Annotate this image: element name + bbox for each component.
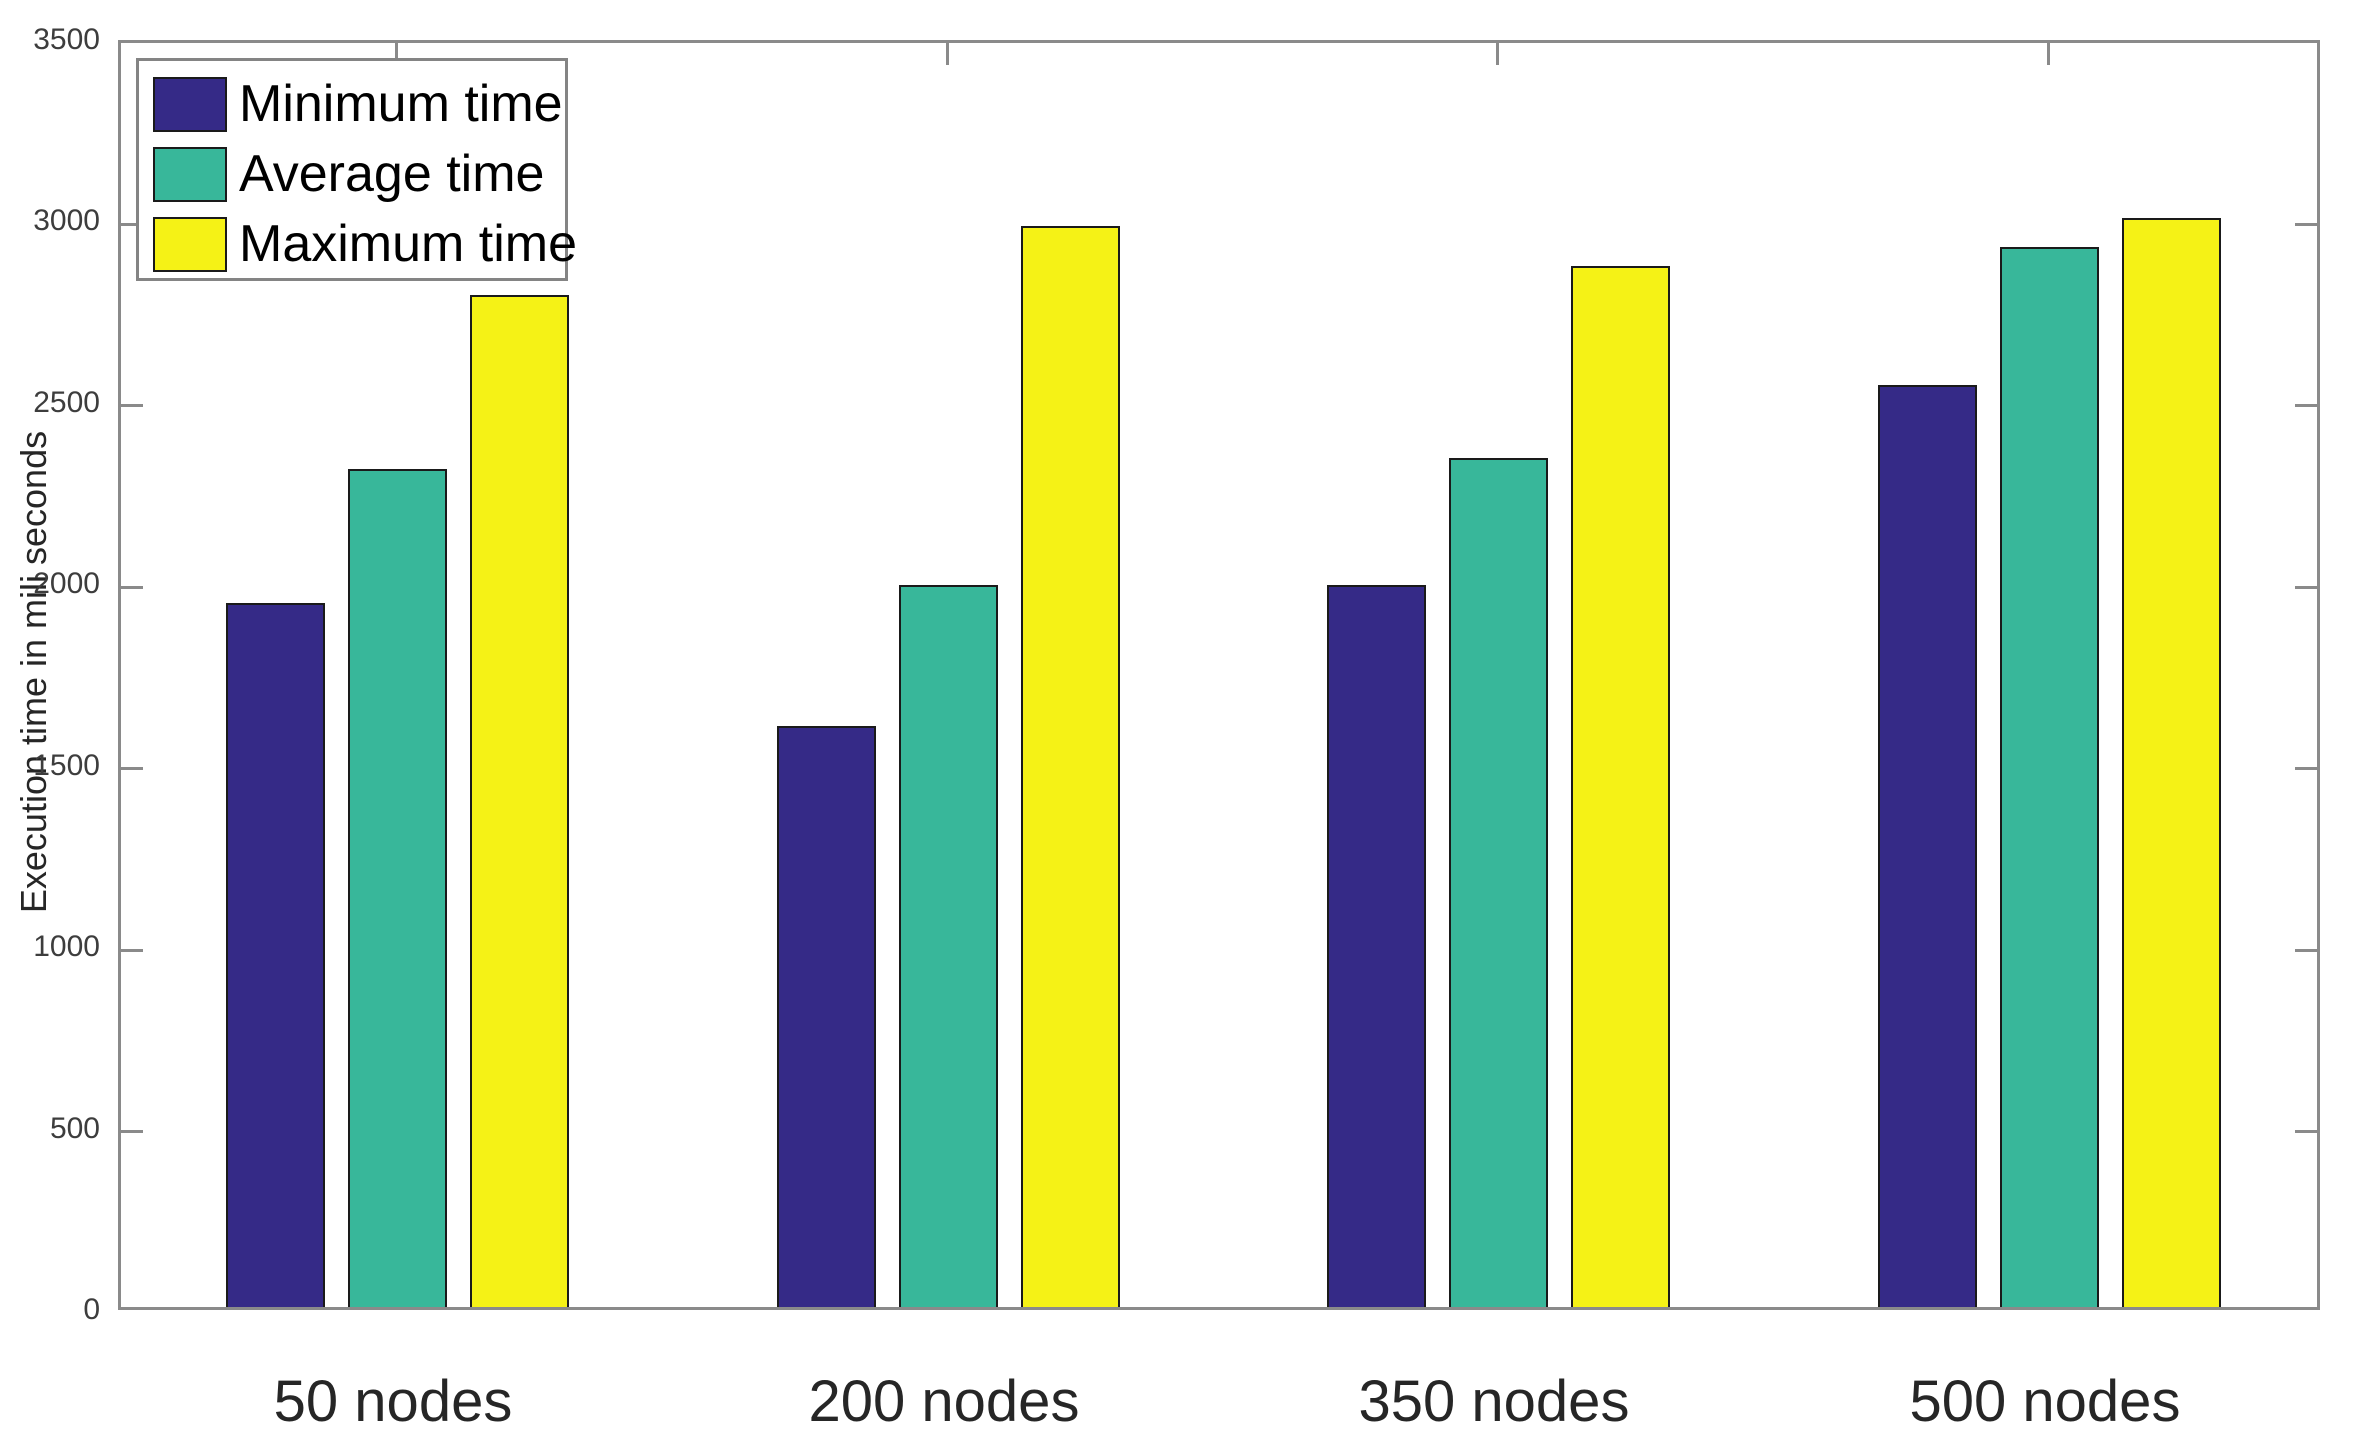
y-axis-tick-right	[2295, 222, 2317, 226]
y-axis-tick	[121, 1130, 143, 1134]
y-axis-tick-right	[2295, 1130, 2317, 1134]
y-axis-title: Execution time in mili seconds	[13, 430, 54, 914]
y-axis-tick-right	[2295, 767, 2317, 771]
category-label-500-nodes: 500 nodes	[1909, 1369, 2181, 1434]
legend-swatch-minimum-time	[153, 76, 227, 132]
bar-average-time-50-nodes	[348, 469, 447, 1307]
y-tick-label-3000: 3000	[33, 204, 100, 238]
legend-item-average-time: Average time	[153, 145, 565, 203]
bar-maximum-time-50-nodes	[470, 295, 569, 1307]
y-axis-tick-right	[2295, 404, 2317, 408]
legend-label-maximum-time: Maximum time	[239, 215, 578, 273]
legend-item-maximum-time: Maximum time	[153, 215, 577, 273]
y-tick-label-500: 500	[49, 1111, 100, 1145]
y-axis-tick	[121, 767, 143, 771]
x-axis-tick-200-nodes	[945, 43, 949, 65]
bar-minimum-time-50-nodes	[226, 603, 325, 1307]
x-axis-tick-500-nodes	[2046, 43, 2050, 65]
y-axis-tick	[121, 222, 143, 226]
x-axis-tick-50-nodes	[394, 43, 398, 65]
y-tick-label-1000: 1000	[33, 930, 100, 964]
bar-maximum-time-500-nodes	[2122, 218, 2221, 1307]
plot-area: Minimum time Average time Maximum time	[118, 40, 2320, 1310]
y-axis-tick	[121, 948, 143, 952]
y-axis-tick-right	[2295, 948, 2317, 952]
category-label-50-nodes: 50 nodes	[273, 1369, 513, 1434]
bar-minimum-time-500-nodes	[1878, 385, 1977, 1307]
legend: Minimum time Average time Maximum time	[136, 58, 577, 281]
bar-average-time-350-nodes	[1449, 458, 1548, 1307]
bar-maximum-time-350-nodes	[1571, 266, 1670, 1307]
bar-maximum-time-200-nodes	[1021, 226, 1120, 1307]
legend-label-minimum-time: Minimum time	[239, 75, 563, 133]
y-tick-label-1500: 1500	[33, 748, 100, 782]
y-axis-tick	[121, 404, 143, 408]
legend-swatch-average-time	[153, 146, 227, 202]
bar-average-time-500-nodes	[2000, 247, 2099, 1307]
y-tick-label-0: 0	[83, 1293, 100, 1326]
x-axis-tick-350-nodes	[1495, 43, 1499, 65]
category-label-350-nodes: 350 nodes	[1358, 1369, 1630, 1434]
y-tick-label-2500: 2500	[33, 385, 100, 419]
bar-average-time-200-nodes	[899, 585, 998, 1307]
legend-swatch-maximum-time	[153, 216, 227, 272]
bar-minimum-time-200-nodes	[777, 726, 876, 1307]
y-axis-tick-right	[2295, 585, 2317, 589]
y-tick-label-3500: 3500	[33, 23, 100, 56]
y-axis-tick	[121, 585, 143, 589]
y-tick-label-2000: 2000	[33, 567, 100, 601]
bar-minimum-time-350-nodes	[1327, 585, 1426, 1307]
legend-label-average-time: Average time	[239, 145, 545, 203]
category-label-200-nodes: 200 nodes	[808, 1369, 1080, 1434]
legend-item-minimum-time: Minimum time	[153, 75, 565, 133]
